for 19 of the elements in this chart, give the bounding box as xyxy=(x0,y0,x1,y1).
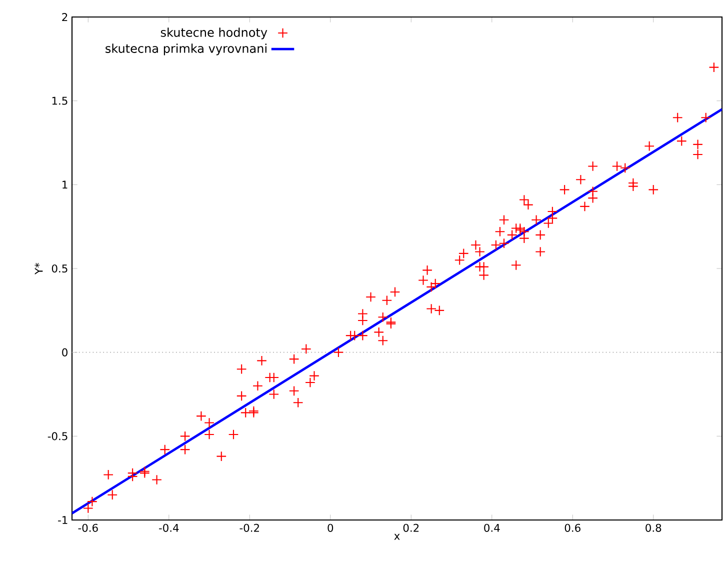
x-tick-label: -0.4 xyxy=(159,524,179,532)
x-tick-label: 0.8 xyxy=(646,524,662,532)
y-tick-label: 1 xyxy=(62,180,68,189)
x-tick-label: 0.2 xyxy=(403,524,419,532)
y-tick-label: 2 xyxy=(62,13,68,21)
x-tick-label: -0.2 xyxy=(240,524,259,532)
y-tick-label: 0.5 xyxy=(52,264,68,273)
legend-label: skutecna primka vyrovnani xyxy=(106,44,266,56)
x-tick-label: 0.6 xyxy=(564,524,580,532)
x-tick-label: 0.4 xyxy=(484,524,500,532)
x-tick-label: 0 xyxy=(328,524,334,532)
x-tick-label: -0.6 xyxy=(78,524,98,532)
y-axis-title: Y* xyxy=(34,262,43,274)
legend-label: skutecne hodnoty xyxy=(160,28,268,40)
y-tick-label: -0.5 xyxy=(48,432,68,440)
x-axis-title: x xyxy=(394,534,400,540)
y-tick-label: 1.5 xyxy=(52,96,68,105)
y-tick-label: 0 xyxy=(62,348,68,356)
y-tick-label: -1 xyxy=(58,516,68,524)
